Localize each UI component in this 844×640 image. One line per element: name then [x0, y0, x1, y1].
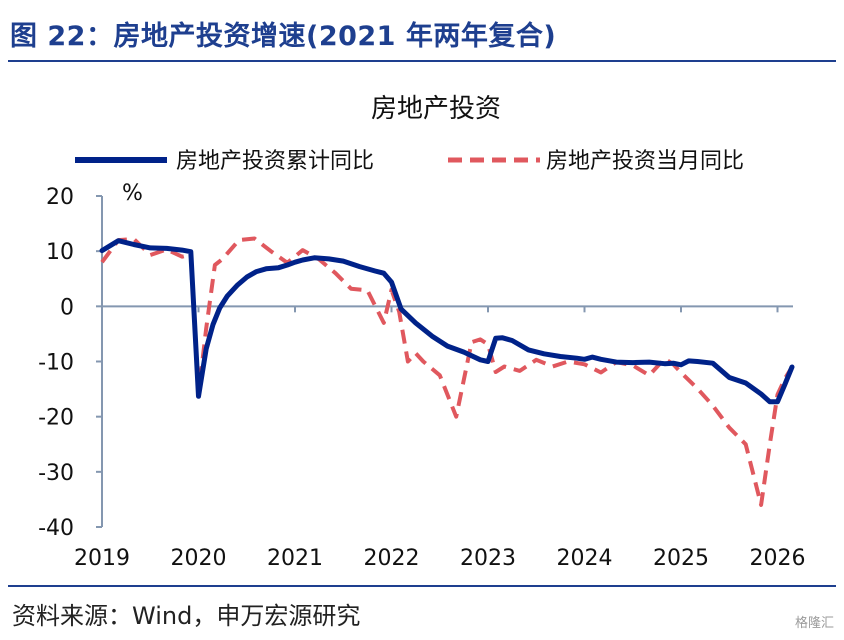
x-tick-label: 2025: [653, 546, 709, 571]
y-axis-unit: %: [122, 181, 143, 206]
x-tick-label: 2020: [171, 546, 227, 571]
legend-label-cumulative: 房地产投资累计同比: [176, 149, 374, 174]
title-rule: [8, 60, 836, 62]
chart-title: 房地产投资: [371, 94, 501, 124]
series-layer: [99, 236, 795, 507]
y-tick-label: 10: [46, 240, 74, 265]
x-tick-label: 2026: [750, 546, 806, 571]
y-tick-label: -40: [38, 516, 74, 541]
legend-label-monthly: 房地产投资当月同比: [546, 149, 744, 174]
y-tick-label: -20: [38, 406, 74, 431]
figure-title: 图 22：房地产投资增速(2021 年两年复合): [10, 21, 557, 52]
y-tick-label: 0: [60, 295, 74, 320]
y-tick-label: -30: [38, 461, 74, 486]
x-tick-label: 2021: [267, 546, 323, 571]
x-tick-label: 2019: [74, 546, 130, 571]
x-tick-label: 2024: [557, 546, 613, 571]
y-tick-label: -10: [38, 351, 74, 376]
line-chart: 房地产投资 房地产投资累计同比 房地产投资当月同比 % 20 10 0 -10 -20 -…: [38, 94, 805, 571]
x-tick-label: 2022: [364, 546, 420, 571]
watermark: 格隆汇: [794, 616, 834, 631]
legend: 房地产投资累计同比 房地产投资当月同比: [75, 149, 744, 174]
source-rule: [8, 585, 836, 587]
source-note: 资料来源：Wind，申万宏源研究: [12, 602, 361, 630]
y-tick-label: 20: [46, 185, 74, 210]
series-line-cumulative: [99, 238, 795, 405]
series-line-monthly: [100, 236, 794, 507]
x-tick-label: 2023: [460, 546, 516, 571]
